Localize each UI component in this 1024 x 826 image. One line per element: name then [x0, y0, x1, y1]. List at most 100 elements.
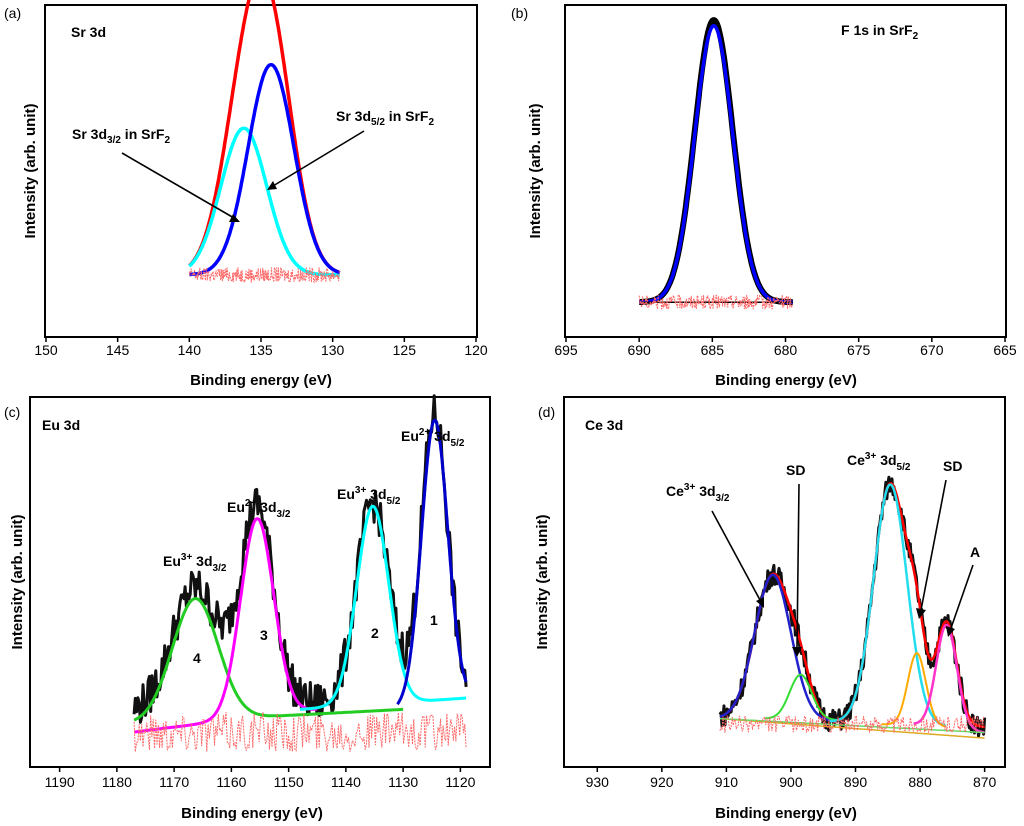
panel-a-annotation-sr3d52: Sr 3d5/2 in SrF2: [336, 108, 434, 128]
panel-c-tick-label: 1160: [216, 774, 246, 790]
panel-c-peak-number-4: 4: [193, 650, 201, 666]
panel-a-frame: [44, 4, 478, 338]
panel-a-title: Sr 3d: [71, 24, 106, 40]
panel-d-arrow-a: [946, 564, 974, 637]
panel-a-annotation-sr3d32: Sr 3d3/2 in SrF2: [72, 126, 170, 146]
panel-d-arrow-sd-low: [916, 479, 947, 619]
panel-b-tick-label: 670: [920, 342, 944, 358]
panel-b-ticks: 695 690 685 680 675 670 665: [554, 337, 1017, 358]
panel-b-tick-label: 690: [627, 342, 651, 358]
panel-b-tick-label: 680: [774, 342, 798, 358]
panel-b-ylabel: Intensity (arb. unit): [527, 103, 544, 238]
panel-c-title: Eu 3d: [42, 417, 80, 433]
panel-c-peak-number-3: 3: [260, 627, 268, 643]
panel-c-series-peak-4-eu3-3d3-2: [133, 597, 404, 722]
panel-d-annotation-sd-low: SD: [943, 458, 962, 474]
panel-d-series-sd-high-be: [764, 673, 837, 721]
panel-c-ticks: 1190 1180 1170 1160 1150 1140 1130 1120: [45, 767, 476, 790]
panel-d-annotation-ce3-3d32: Ce3+ 3d3/2: [666, 482, 730, 504]
panel-d-annotation-sd-high: SD: [786, 462, 805, 478]
panel-a-tick-label: 125: [393, 342, 417, 358]
panel-a-series-sr-3d5-2-in-srf2: [188, 62, 342, 277]
panel-d-arrow-sd-high: [792, 483, 802, 657]
panel-c-ylabel: Intensity (arb. unit): [9, 514, 26, 649]
panel-c-tick-label: 1140: [331, 774, 361, 790]
panel-d-series-background: [719, 717, 985, 739]
panel-c-plot: [132, 394, 468, 753]
panel-c-xlabel: Binding energy (eV): [181, 805, 323, 822]
panel-d-ylabel: Intensity (arb. unit): [534, 514, 551, 649]
panel-b-plot: [636, 17, 796, 310]
panel-a-series-sr-3d3-2-in-srf2: [188, 126, 342, 277]
panel-b-label: (b): [511, 5, 528, 21]
panel-c-frame: [29, 396, 491, 768]
panel-a-ylabel: Intensity (arb. unit): [22, 103, 39, 238]
panel-c-annotation-eu2-3d52: Eu2+ 3d5/2: [401, 427, 465, 449]
panel-b-tick-label: 675: [847, 342, 871, 358]
panel-d-tick-label: 930: [586, 774, 610, 790]
panel-d-series-ce3-3d3-2: [719, 573, 837, 723]
panel-a-arrow-sr3d32: [121, 152, 240, 222]
panel-a-arrow-sr3d52: [267, 130, 365, 190]
panel-a-tick-label: 135: [249, 342, 273, 358]
panel-a-series-residual: [188, 267, 340, 283]
panel-b-tick-label: 685: [701, 342, 725, 358]
panel-d-arrow-ce3-3d32: [711, 510, 764, 608]
panel-a-tick-label: 130: [321, 342, 345, 358]
panel-c-tick-label: 1120: [445, 774, 475, 790]
panel-c-peak-number-1: 1: [430, 612, 438, 628]
panel-c-annotation-eu3-3d52: Eu3+ 3d5/2: [337, 485, 401, 507]
panel-d-tick-label: 910: [715, 774, 739, 790]
panel-a: (a) Sr 3d 150 145 140 135 130 125 120 Binding …: [4, 0, 488, 389]
panel-b-xlabel: Binding energy (eV): [715, 372, 857, 389]
panel-d-frame: [563, 396, 1006, 768]
panel-c: (c) Eu 3d 1190 1180 1170 1160 1150 1140 1130 11…: [4, 394, 491, 822]
panel-d-plot: [718, 475, 987, 739]
panel-a-tick-label: 140: [178, 342, 202, 358]
panel-b-tick-label: 665: [993, 342, 1017, 358]
panel-c-tick-label: 1190: [45, 774, 75, 790]
panel-a-plot: [188, 0, 342, 283]
panel-d-series-residual: [719, 715, 985, 733]
panel-c-series-experimental: [132, 394, 468, 724]
panel-d-ticks: 930 920 910 900 890 880 870: [586, 767, 997, 790]
panel-c-label: (c): [4, 404, 20, 420]
panel-a-tick-label: 145: [106, 342, 130, 358]
panel-d-tick-label: 900: [779, 774, 803, 790]
panel-c-tick-label: 1180: [102, 774, 132, 790]
panel-d-series-sd-low-be: [880, 652, 947, 728]
panel-b-title: F 1s in SrF2: [841, 22, 919, 42]
panel-a-series-envelope-fit: [188, 0, 342, 275]
panel-d-tick-label: 880: [908, 774, 932, 790]
panel-b-frame: [564, 4, 1007, 338]
panel-c-series-peak-2-eu3-3d5-2: [299, 504, 467, 711]
panel-b: (b) F 1s in SrF2 695 690 685 680 675 670 665 B…: [511, 4, 1017, 389]
panel-a-tick-label: 150: [34, 342, 58, 358]
panel-b-series-f-1s-fit: [638, 24, 794, 304]
panel-c-tick-label: 1150: [274, 774, 304, 790]
panel-a-ticks: 150 145 140 135 130 125 120: [34, 337, 488, 358]
panel-d-xlabel: Binding energy (eV): [715, 805, 857, 822]
panel-d-series-ce3-3d5-2: [828, 483, 947, 728]
panel-c-annotation-eu2-3d32: Eu2+ 3d3/2: [227, 498, 291, 520]
panel-d-annotation-ce3-3d52: Ce3+ 3d5/2: [847, 451, 911, 473]
panel-c-tick-label: 1130: [388, 774, 418, 790]
panel-c-series-peak-3-eu2-3d3-2: [133, 517, 318, 734]
panel-c-peak-number-2: 2: [371, 625, 379, 641]
panel-a-tick-label: 120: [464, 342, 488, 358]
panel-c-tick-label: 1170: [159, 774, 189, 790]
panel-d-label: (d): [538, 404, 555, 420]
panel-d: (d) Ce 3d 930 920 910 900 890 880 870 Binding …: [534, 396, 1006, 822]
panel-c-annotation-eu3-3d32: Eu3+ 3d3/2: [163, 552, 227, 574]
panel-d-tick-label: 890: [844, 774, 868, 790]
panel-c-series-residual: [133, 711, 467, 753]
panel-d-tick-label: 870: [973, 774, 997, 790]
panel-d-annotation-a: A: [970, 544, 980, 560]
panel-c-series-peak-1-eu2-3d5-2: [396, 418, 468, 706]
panel-a-xlabel: Binding energy (eV): [190, 372, 332, 389]
panel-d-series-background-2: [719, 717, 985, 734]
panel-b-tick-label: 695: [554, 342, 578, 358]
panel-d-tick-label: 920: [650, 774, 674, 790]
panel-a-label: (a): [4, 5, 21, 21]
